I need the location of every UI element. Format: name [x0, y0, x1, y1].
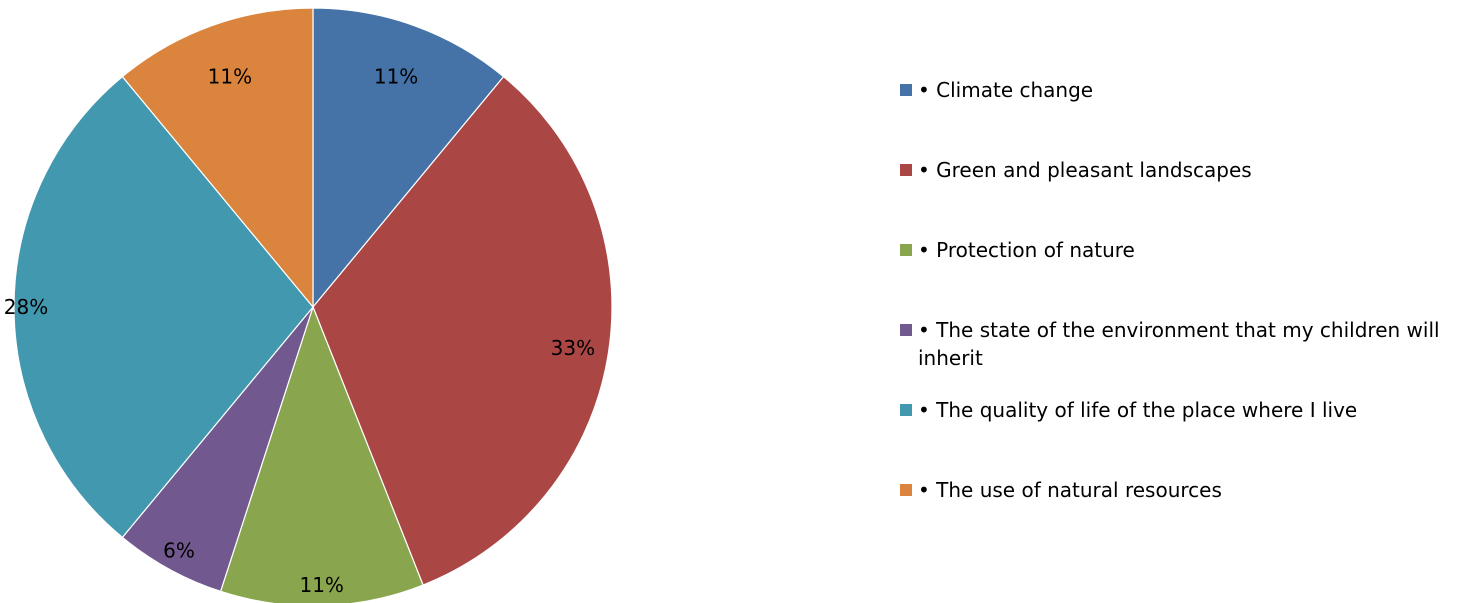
pie-data-labels: 11% 33% 11% 6% 28% 11% — [4, 64, 595, 597]
legend-swatch — [900, 164, 912, 176]
legend-label: • The quality of life of the place where… — [918, 398, 1358, 422]
legend-swatch — [900, 484, 912, 496]
pie-data-label: 28% — [4, 295, 48, 319]
pie-data-label: 33% — [551, 336, 595, 360]
pie-slice — [312, 75, 613, 586]
legend-swatch — [900, 244, 912, 256]
pie-slice — [13, 75, 314, 539]
legend-label: • Green and pleasant landscapes — [918, 158, 1252, 182]
pie-data-label: 11% — [374, 64, 418, 88]
legend-swatch — [900, 84, 912, 96]
pie-slice — [219, 305, 424, 603]
pie-chart: 11% 33% 11% 6% 28% 11% — [4, 7, 613, 603]
pie-slice — [121, 7, 314, 309]
legend-item: • The quality of life of the place where… — [900, 396, 1455, 424]
legend-item: • The state of the environment that my c… — [900, 316, 1455, 372]
pie-data-label: 11% — [208, 64, 252, 88]
legend-label: • Protection of nature — [918, 238, 1135, 262]
legend-item: • Green and pleasant landscapes — [900, 156, 1455, 184]
legend-swatch — [900, 404, 912, 416]
pie-slices — [13, 7, 613, 603]
legend-label: • The state of the environment that my c… — [918, 318, 1440, 370]
pie-data-label: 11% — [299, 573, 343, 597]
pie-data-label: 6% — [163, 539, 195, 563]
legend-swatch — [900, 324, 912, 336]
legend-label: • The use of natural resources — [918, 478, 1222, 502]
pie-slice — [312, 7, 505, 309]
legend-item: • Protection of nature — [900, 236, 1455, 264]
legend-label: • Climate change — [918, 78, 1094, 102]
legend-item: • The use of natural resources — [900, 476, 1455, 504]
chart-legend: • Climate change • Green and pleasant lan… — [900, 0, 1455, 603]
legend-item: • Climate change — [900, 76, 1455, 104]
